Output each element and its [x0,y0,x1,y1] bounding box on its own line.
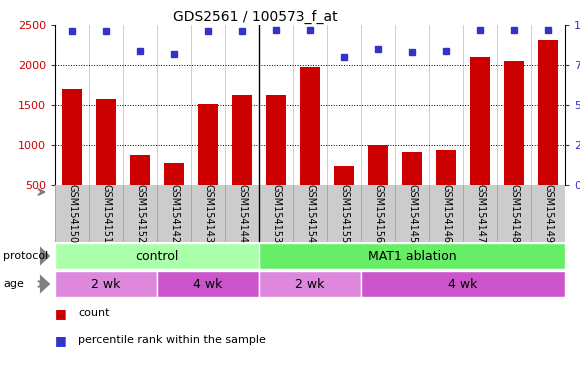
Text: GSM154142: GSM154142 [169,184,179,243]
Bar [538,40,558,225]
Bar [300,68,320,225]
Bar [436,150,456,225]
Bar [62,89,82,225]
Text: GSM154147: GSM154147 [475,184,485,243]
Text: GDS2561 / 100573_f_at: GDS2561 / 100573_f_at [173,10,338,24]
Bar [259,243,565,270]
Bar [164,163,184,225]
Text: count: count [78,308,110,318]
Bar [368,145,388,225]
Text: GSM154152: GSM154152 [135,184,145,243]
Text: GSM154155: GSM154155 [339,184,349,243]
Text: GSM154144: GSM154144 [237,184,247,243]
Text: 4 wk: 4 wk [448,278,478,291]
Bar [96,99,116,225]
Text: GSM154154: GSM154154 [305,184,315,243]
Text: GSM154151: GSM154151 [101,184,111,243]
Text: GSM154156: GSM154156 [373,184,383,243]
Text: ■: ■ [55,307,67,320]
Bar [266,95,286,225]
Text: GSM154153: GSM154153 [271,184,281,243]
Text: 4 wk: 4 wk [193,278,223,291]
Bar [402,152,422,225]
Text: GSM154149: GSM154149 [543,184,553,243]
Bar [361,271,565,298]
Text: GSM154143: GSM154143 [203,184,213,243]
Text: ■: ■ [55,334,67,347]
Bar [504,61,524,225]
Text: control: control [135,250,179,263]
Text: protocol: protocol [3,251,48,261]
Bar [259,271,361,298]
Text: age: age [3,279,24,289]
Text: MAT1 ablation: MAT1 ablation [368,250,456,263]
Text: GSM154148: GSM154148 [509,184,519,243]
Text: 2 wk: 2 wk [91,278,121,291]
Text: GSM154146: GSM154146 [441,184,451,243]
Text: 2 wk: 2 wk [295,278,325,291]
Bar [157,271,259,298]
Bar [55,243,259,270]
Bar [55,271,157,298]
Bar [198,104,218,225]
Bar [130,156,150,225]
Text: percentile rank within the sample: percentile rank within the sample [78,335,266,345]
Bar [470,57,490,225]
Text: GSM154145: GSM154145 [407,184,417,243]
Bar [334,166,354,225]
Text: GSM154150: GSM154150 [67,184,77,243]
Bar [232,95,252,225]
